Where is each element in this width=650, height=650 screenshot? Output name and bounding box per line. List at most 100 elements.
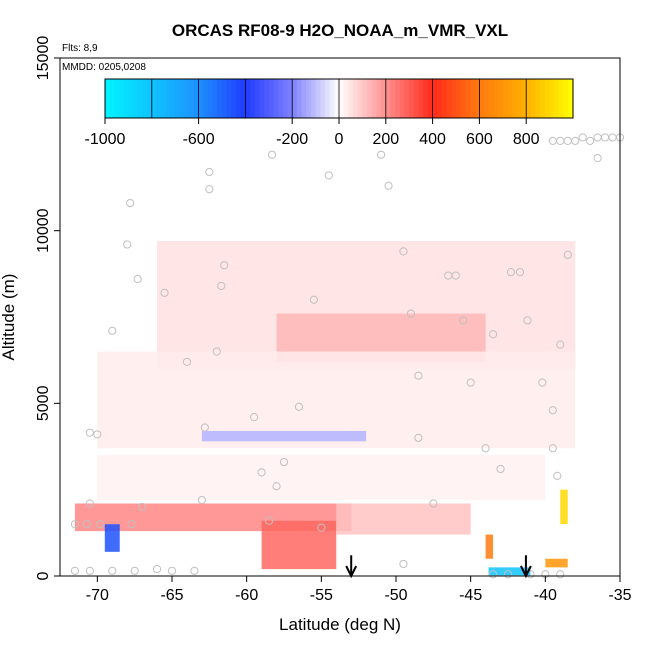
colorbar-cell [427,79,434,118]
colorbar-cell [207,79,214,118]
colorbar-tick-label: -1000 [85,131,126,148]
colorbar-cell [217,79,223,118]
x-tick-label: -70 [86,587,109,604]
track-point [85,499,94,508]
track-point [384,181,393,190]
colorbar-cell [470,79,476,118]
track-point [294,402,304,411]
track-point [399,559,408,569]
track-point [593,154,602,163]
colorbar-cell [250,79,256,118]
colorbar-cell [137,79,144,118]
x-tick-label: -60 [235,587,258,604]
track-point [563,250,572,259]
colorbar-tick-label: 200 [372,131,399,148]
colorbar-cell [315,79,321,118]
track-point [197,495,206,505]
colorbar-tick-label: 600 [466,131,493,148]
date-label: MMDD: 0205,0208 [62,62,146,73]
track-point [496,464,505,474]
colorbar-cell [460,79,466,118]
colorbar-cell [320,79,326,118]
track-point [96,520,105,529]
track-point [488,570,498,579]
chart-title: ORCAS RF08-9 H2O_NOAA_m_VMR_VXL [172,21,508,40]
colorbar-cell [441,79,448,118]
track-point [217,281,226,291]
track-point [279,457,289,467]
colorbar-tick-label: 0 [335,131,344,148]
y-tick-label: 15000 [35,36,52,81]
data-cell [104,524,120,552]
track-point [267,150,277,159]
colorbar-cell [329,79,335,118]
track-point [429,499,438,508]
track-point [406,309,416,318]
colorbar-cell [123,79,129,118]
colorbar-cell [161,79,167,118]
colorbar-cell [367,79,373,118]
data-cell [336,503,471,535]
track-point [250,413,259,422]
x-tick-label: -50 [384,587,407,604]
colorbar-cell [554,79,560,118]
colorbar-cell [474,79,480,118]
colorbar-cell [287,79,293,118]
track-point [317,523,326,532]
colorbar-cell [432,79,438,118]
track-point [523,316,532,325]
track-point [324,171,333,180]
colorbar-cell [502,79,509,118]
colorbar-cell [119,79,125,118]
track-point [459,316,468,325]
colorbar-cell [526,79,532,118]
track-point [70,566,80,575]
colorbar-cell [296,79,303,118]
track-point [93,430,102,439]
colorbar-cell [371,79,378,118]
track-point [212,347,221,356]
colorbar-cell [189,79,195,118]
track-point [466,378,475,387]
data-cell [545,558,568,568]
track-point [126,198,135,208]
colorbar-cell [245,79,251,118]
track-point [200,423,209,432]
colorbar-cell [498,79,504,118]
track-point [503,570,513,579]
track-point [123,240,132,249]
colorbar-cell [203,79,209,118]
colorbar-cell [142,79,148,118]
colorbar-cell [226,79,232,118]
colorbar-cell [109,79,115,118]
colorbar-cell [409,79,415,118]
track-point [130,566,139,575]
colorbar-cell [404,79,410,118]
colorbar-tick-label: -200 [276,131,308,148]
colorbar-cell [390,79,396,118]
track-point [414,371,423,380]
track-point [85,428,94,437]
colorbar-cell [493,79,499,118]
colorbar-cell [175,79,181,118]
y-tick-label: 10000 [35,208,52,253]
track-point [182,357,192,366]
x-axis-label: Latitude (deg N) [279,615,401,634]
track-point [556,570,565,579]
colorbar-cell [334,79,340,118]
colorbar-cell [399,79,406,118]
track-point [82,520,91,529]
colorbar-cell [357,79,363,118]
colorbar-cell [437,79,443,118]
y-tick-label: 5000 [35,385,52,421]
track-point [586,136,595,145]
track-point [376,150,386,159]
colorbar-cell [184,79,190,118]
colorbar-cell [306,79,312,118]
colorbar-cell [198,79,204,118]
colorbar-tick-label: 800 [513,131,540,148]
colorbar-cell [222,79,228,118]
track-point [548,406,557,415]
x-tick-label: -35 [608,587,631,604]
